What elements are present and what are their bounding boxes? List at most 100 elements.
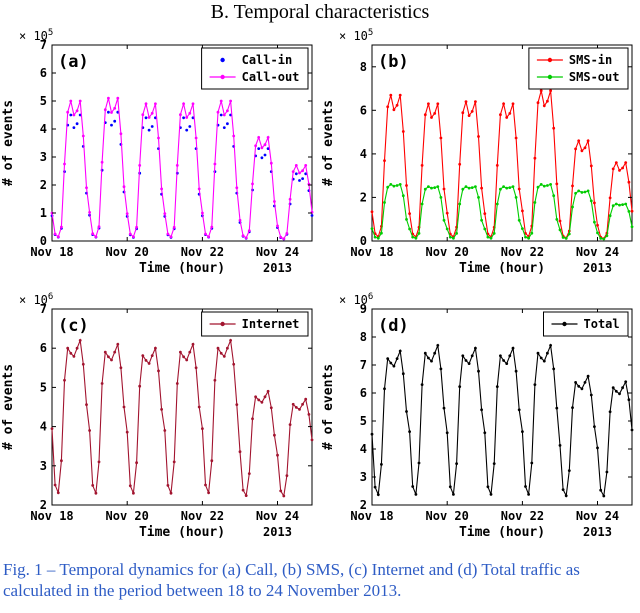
legend-entry-internet: Internet (209, 317, 300, 331)
x-axis-label: Time (hour) (459, 525, 545, 540)
scale-label: × 106 (19, 292, 53, 307)
x-axis-label: Time (hour) (139, 525, 225, 540)
tick-label: 3 (40, 150, 47, 164)
tick-label: Nov 20 (426, 245, 469, 259)
series-internet (50, 338, 314, 498)
scale-label: × 105 (339, 28, 373, 43)
legend-entry-sms-out: SMS-out (536, 70, 620, 84)
tick-label: 4 (360, 442, 367, 456)
tick-label: 8 (360, 60, 367, 74)
y-axis-label: # of events (1, 100, 16, 186)
chart-svg-b: 0 2 4 6 8 Nov 18 Nov 20 Nov 22 Nov 24 SMS-in SMS-o… (321, 28, 634, 276)
tick-label: 2 (40, 498, 47, 512)
series-call-out (50, 96, 314, 241)
tick-label: 2 (40, 178, 47, 192)
legend-marker-sample (547, 57, 553, 63)
y-axis-ticks: 2 3 4 5 6 7 8 9 (360, 302, 632, 512)
tick-label: 0 (40, 234, 47, 248)
tick-label: 6 (360, 386, 367, 400)
legend-label: SMS-out (569, 70, 620, 84)
y-axis-label: # of events (321, 364, 336, 450)
tick-label: Nov 22 (181, 509, 224, 523)
legend: Call-in Call-out (201, 47, 309, 90)
chart-svg-d: 2 3 4 5 6 7 8 9 Nov 18 Nov 20 Nov 22 Nov 24 Total × 1… (321, 292, 634, 540)
legend-label: Internet (242, 317, 300, 331)
tick-label: Nov 24 (256, 245, 299, 259)
tick-label: Nov 24 (256, 509, 299, 523)
tick-label: 8 (360, 330, 367, 344)
tick-label: 4 (40, 420, 47, 434)
tick-label: Nov 18 (30, 245, 73, 259)
tick-label: 6 (360, 103, 367, 117)
tick-label: 9 (360, 302, 367, 316)
tick-label: Nov 24 (576, 245, 619, 259)
tick-label: 3 (360, 470, 367, 484)
tick-label: Nov 20 (106, 509, 149, 523)
scale-label: × 106 (339, 292, 373, 307)
legend-label: Call-in (242, 53, 293, 67)
legend: Internet (201, 311, 309, 337)
series-line (371, 343, 633, 498)
x-axis-ticks: Nov 18 Nov 20 Nov 22 Nov 24 (350, 45, 619, 259)
y-axis-ticks: 0 1 2 3 4 5 6 7 (40, 38, 312, 248)
x-axis-ticks: Nov 18 Nov 20 Nov 22 Nov 24 (30, 45, 299, 259)
tick-label: 3 (40, 459, 47, 473)
panel-d: 2 3 4 5 6 7 8 9 Nov 18 Nov 20 Nov 22 Nov 24 Total × 1… (320, 291, 640, 555)
legend-entry-call-out: Call-out (209, 70, 300, 84)
year-label: 2013 (263, 261, 292, 275)
tick-label: Nov 18 (350, 509, 393, 523)
tick-label: 2 (360, 498, 367, 512)
panel-c: 2 3 4 5 6 7 Nov 18 Nov 20 Nov 22 Nov 24 Internet × … (0, 291, 320, 555)
legend-entry-total: Total (551, 317, 620, 331)
series-line (51, 338, 313, 498)
legend-marker-sample (220, 57, 225, 63)
y-axis-ticks: 2 3 4 5 6 7 (40, 302, 312, 512)
y-axis-ticks: 0 2 4 6 8 (360, 60, 632, 248)
tick-label: 6 (40, 66, 47, 80)
year-label: 2013 (583, 525, 612, 539)
chart-svg-c: 2 3 4 5 6 7 Nov 18 Nov 20 Nov 22 Nov 24 Internet × … (1, 292, 314, 540)
y-axis-label: # of events (321, 100, 336, 186)
legend-marker-sample (220, 74, 225, 80)
legend-marker-sample (562, 321, 567, 327)
tick-label: Nov 22 (501, 245, 544, 259)
tick-label: Nov 18 (30, 509, 73, 523)
tick-label: 5 (360, 414, 367, 428)
panel-b: 0 2 4 6 8 Nov 18 Nov 20 Nov 22 Nov 24 SMS-in SMS-o… (320, 27, 640, 291)
legend-box (201, 47, 309, 90)
legend-label: Call-out (242, 70, 300, 84)
legend-marker-sample (220, 321, 225, 327)
legend: SMS-in SMS-out (528, 47, 629, 90)
plot-box (371, 308, 633, 506)
legend-label: Total (584, 317, 620, 331)
panel-letter-label: (d) (378, 316, 409, 336)
figure-title: B. Temporal characteristics (210, 1, 430, 23)
legend-label: SMS-in (569, 53, 612, 67)
x-axis-label: Time (hour) (459, 261, 545, 276)
tick-label: 7 (360, 358, 367, 372)
tick-label: 7 (40, 302, 47, 316)
y-axis-label: # of events (1, 364, 16, 450)
charts-grid: 0 1 2 3 4 5 6 7 Nov 18 Nov 20 Nov 22 Nov 24 Call-in C… (0, 27, 640, 555)
tick-label: 2 (360, 190, 367, 204)
tick-label: Nov 20 (106, 245, 149, 259)
year-label: 2013 (583, 261, 612, 275)
tick-label: Nov 24 (576, 509, 619, 523)
series-total (370, 343, 634, 498)
legend: Total (543, 311, 629, 337)
tick-label: Nov 22 (501, 509, 544, 523)
tick-label: 5 (40, 94, 47, 108)
figure-caption: Fig. 1 – Temporal dynamics for (a) Call,… (3, 560, 580, 601)
tick-label: 6 (40, 341, 47, 355)
panel-a: 0 1 2 3 4 5 6 7 Nov 18 Nov 20 Nov 22 Nov 24 Call-in C… (0, 27, 320, 291)
series-sms-out (370, 183, 634, 241)
legend-box (528, 47, 629, 90)
tick-label: 7 (40, 38, 47, 52)
x-axis-ticks: Nov 18 Nov 20 Nov 22 Nov 24 (30, 309, 299, 523)
legend-entry-sms-in: SMS-in (536, 53, 612, 67)
year-label: 2013 (263, 525, 292, 539)
tick-label: 4 (40, 122, 47, 136)
x-axis-ticks: Nov 18 Nov 20 Nov 22 Nov 24 (350, 309, 619, 523)
